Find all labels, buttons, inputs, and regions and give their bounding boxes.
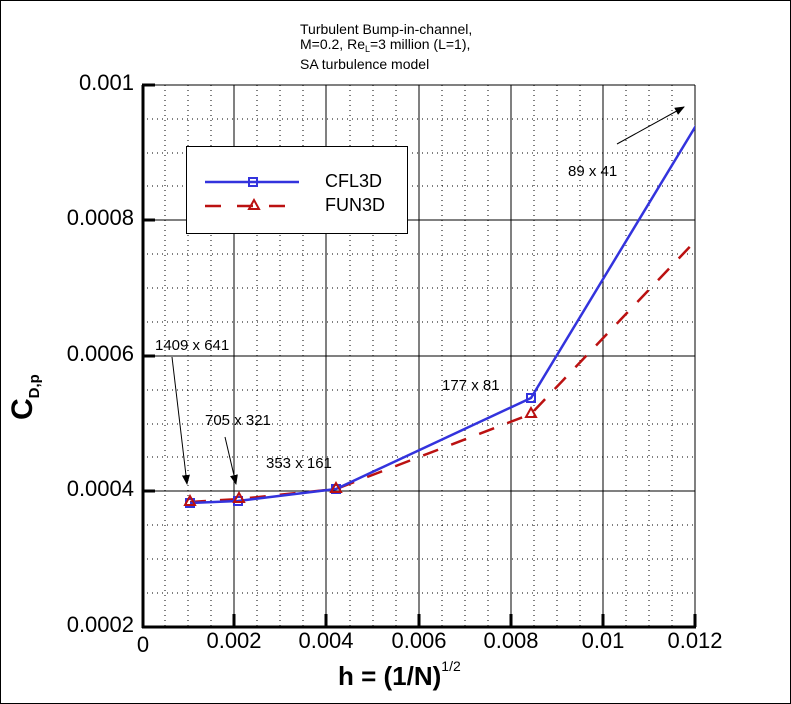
title-line-2: M=0.2, ReL=3 million (L=1), bbox=[300, 36, 471, 55]
y-tick-label: 0.0008 bbox=[66, 205, 134, 230]
annotation-arrows bbox=[171, 106, 685, 485]
x-tick-label: 0.012 bbox=[667, 628, 723, 653]
x-tick-label: 0.004 bbox=[298, 628, 354, 653]
x-tick-label: 0.002 bbox=[206, 628, 262, 653]
fun3d-markers bbox=[183, 405, 538, 506]
annotation-grid-89x41: 89 x 41 bbox=[568, 163, 618, 180]
x-axis-label: h = (1/N)1/2 bbox=[338, 658, 461, 691]
axes bbox=[141, 83, 697, 629]
legend-triangle-marker-icon bbox=[247, 197, 261, 210]
y-axis-label: CD,p bbox=[6, 374, 43, 420]
x-tick-label: 0.006 bbox=[391, 628, 447, 653]
x-tick-label: 0.01 bbox=[581, 628, 625, 653]
x-tick-label: 0 bbox=[136, 632, 150, 657]
y-tick-label: 0.0004 bbox=[66, 476, 134, 501]
legend-square-marker-icon bbox=[248, 177, 258, 187]
series-fun3d-line bbox=[189, 239, 695, 504]
annotation-grid-353x161: 353 x 161 bbox=[266, 455, 332, 472]
title-line-1: Turbulent Bump-in-channel, bbox=[300, 21, 473, 37]
y-tick-label: 0.0006 bbox=[66, 341, 134, 366]
y-tick-label: 0.0002 bbox=[66, 612, 134, 637]
series-cfl3d-line bbox=[189, 124, 695, 505]
x-tick-label: 0.008 bbox=[483, 628, 539, 653]
cfl3d-markers bbox=[185, 393, 536, 508]
annotation-grid-1409x641: 1409 x 641 bbox=[155, 337, 230, 354]
annotation-grid-177x81: 177 x 81 bbox=[442, 377, 500, 394]
legend: CFL3D FUN3D bbox=[186, 146, 408, 234]
title-line-3: SA turbulence model bbox=[300, 56, 430, 72]
chart-title: Turbulent Bump-in-channel, M=0.2, ReL=3 … bbox=[300, 22, 472, 72]
y-tick-label: 0.001 bbox=[78, 70, 134, 95]
legend-label-fun3d: FUN3D bbox=[325, 195, 386, 215]
legend-label-cfl3d: CFL3D bbox=[325, 171, 383, 191]
annotation-grid-705x321: 705 x 321 bbox=[205, 412, 271, 429]
